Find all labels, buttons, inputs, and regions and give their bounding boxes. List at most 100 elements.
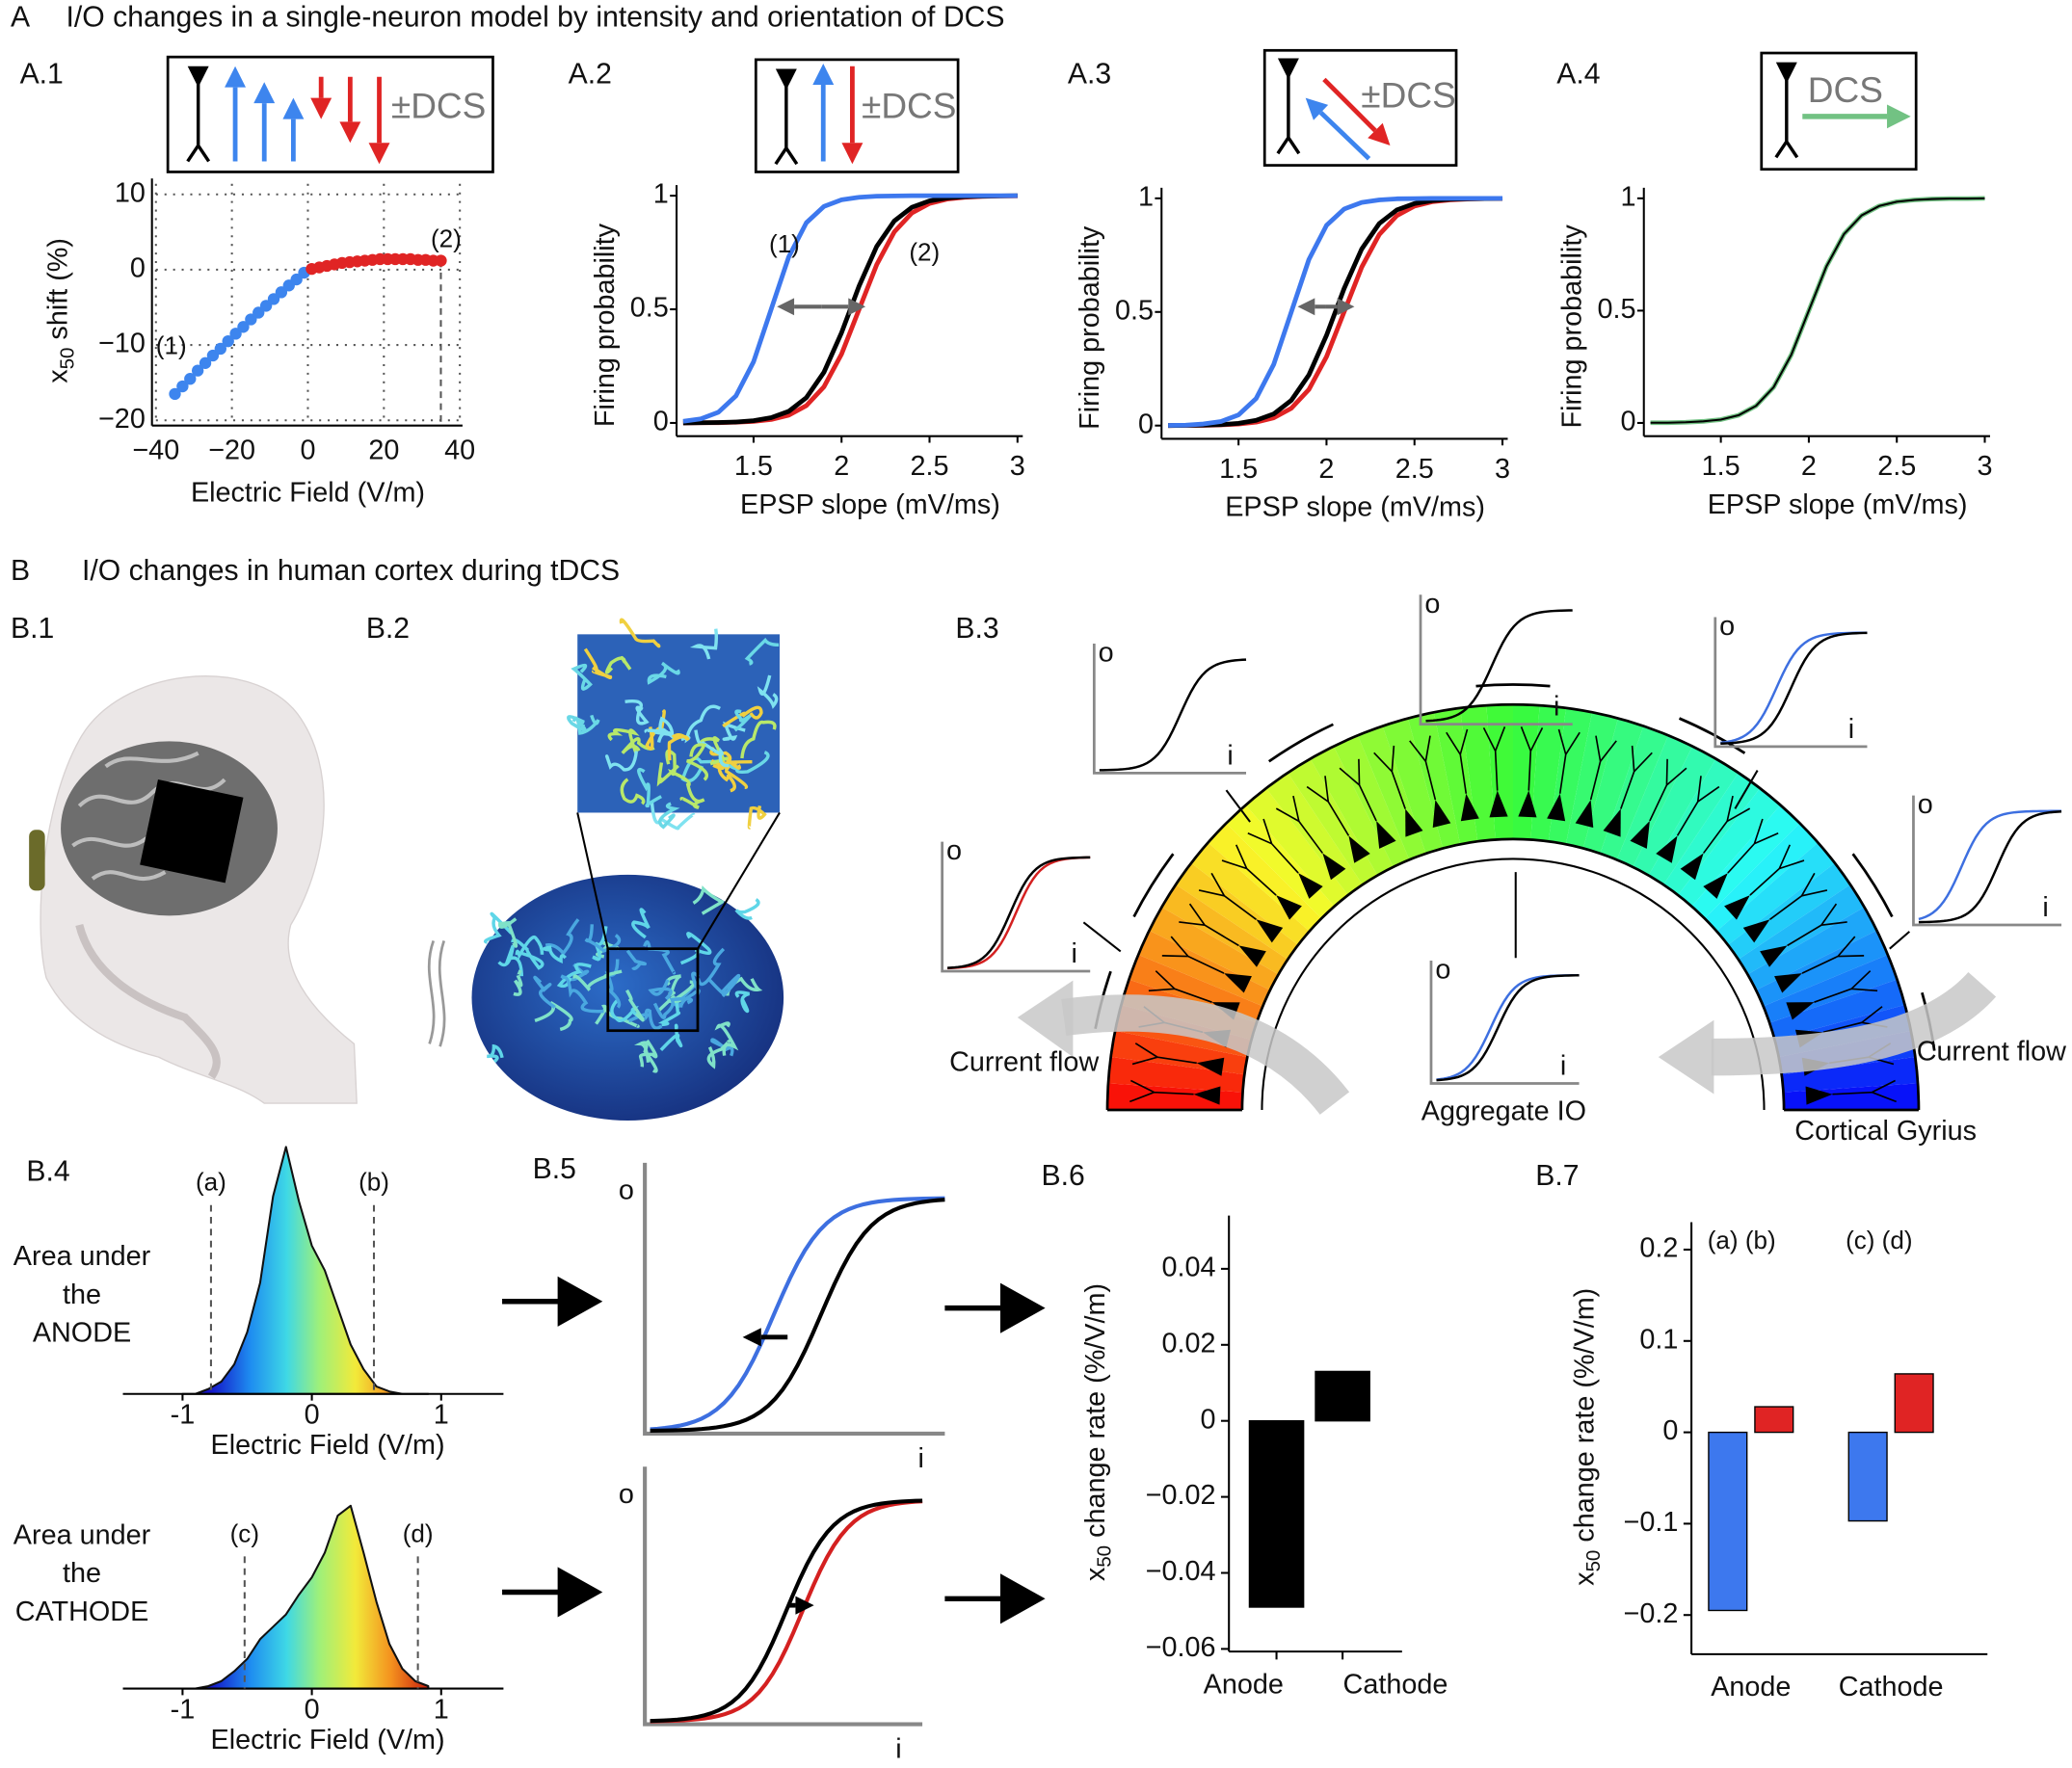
neuron-dendrite (1131, 1042, 1197, 1066)
annotation: (1) (156, 331, 187, 360)
area-label: ANODE (33, 1318, 131, 1349)
brain-texture (725, 759, 753, 789)
y-axis-label-part: change rate (%/V/m) (1569, 1288, 1600, 1550)
marker-label: (b) (359, 1168, 389, 1197)
io-icon: oi (1419, 589, 1573, 726)
io-icon: oi (1429, 955, 1580, 1085)
x-tick-label: 3 (1010, 451, 1025, 482)
brain-illustration (427, 618, 784, 1121)
x-tick-label: 1.5 (1702, 451, 1740, 482)
x-tick-label: 40 (444, 435, 475, 466)
brain-texture (740, 720, 777, 759)
x-tick-label: 0 (300, 435, 315, 466)
connector (1082, 921, 1122, 953)
neuron-dendrite (1676, 776, 1720, 836)
x-tick-label: Cathode (1839, 1672, 1944, 1702)
dcs-label: ±DCS (1361, 74, 1455, 115)
annotation: (2) (431, 224, 462, 253)
connector (1889, 931, 1911, 950)
gyrus-segment (1149, 907, 1279, 990)
y-axis-label: Firing probability (1075, 225, 1105, 430)
annotation: (1) (769, 229, 800, 258)
neuron-soma (1460, 793, 1479, 822)
brain-texture (631, 908, 651, 939)
dcs-label: ±DCS (862, 85, 956, 125)
dendrite (1774, 75, 1799, 159)
brain-texture (689, 628, 719, 660)
io-output-label: o (1099, 638, 1114, 669)
neuron-soma (1547, 793, 1566, 822)
neuron-dendrite (1769, 872, 1828, 920)
brain-texture (644, 727, 674, 736)
brain-texture (497, 944, 524, 977)
region-tick (1475, 683, 1551, 688)
soma (187, 66, 209, 88)
data-line (1168, 196, 1503, 428)
data-line (1650, 197, 1985, 424)
region-tick (1678, 717, 1746, 754)
neuron-dendrite (1275, 795, 1323, 854)
brain-texture (667, 733, 690, 761)
neuron-soma (1805, 1086, 1833, 1105)
gyrus-segment (1530, 704, 1566, 842)
y-axis-label: Firing probability (1557, 224, 1588, 429)
neuron-soma (1405, 808, 1423, 837)
bar (1708, 1431, 1748, 1612)
neuron-dendrite (1339, 758, 1377, 822)
aggregate-label: Aggregate IO (1421, 1095, 1586, 1126)
data-point (267, 293, 280, 305)
brain-texture (698, 736, 730, 766)
gyrus-segment (1333, 735, 1410, 867)
io-axes (643, 1162, 945, 1436)
y-tick-label: 0 (1138, 409, 1154, 439)
current-arrow-head (1658, 1019, 1714, 1095)
panel-label: B.3 (955, 613, 998, 645)
brain-texture (627, 1008, 663, 1030)
brain-texture (610, 999, 646, 1022)
neuron-dendrite (1727, 818, 1779, 874)
io-curve (650, 1498, 923, 1724)
brain-texture (643, 940, 677, 975)
current-flow-label: Current flow (1917, 1037, 2066, 1068)
current-arrow-head (1017, 980, 1074, 1058)
marker-label: (c) (230, 1518, 259, 1547)
brain-texture (744, 637, 780, 666)
neuron-dendrite (1373, 745, 1406, 809)
bar (1248, 1420, 1305, 1608)
panel-label: B.1 (11, 613, 54, 645)
brain-texture (717, 764, 736, 793)
io-axes (1092, 643, 1247, 775)
y-tick-label: −0.06 (1146, 1632, 1216, 1663)
arrow-head (1297, 298, 1315, 316)
neuron-soma (1724, 895, 1750, 920)
y-axis-label-sub: 50 (1582, 1550, 1605, 1572)
x-tick-label: 2 (1801, 451, 1817, 482)
neuron-soma (1224, 973, 1252, 993)
x-tick-label: −20 (208, 435, 255, 466)
gyrus-segment (1756, 930, 1888, 1007)
brain-texture (583, 647, 613, 679)
arrow (225, 66, 247, 162)
io-curve (1099, 658, 1247, 772)
neuron-dendrite (1620, 745, 1653, 809)
x-tick-label: 2 (834, 451, 849, 482)
region-tick (1851, 853, 1894, 918)
data-point (206, 349, 220, 362)
brain-texture (483, 911, 513, 944)
y-axis-label-part: x (1569, 1571, 1600, 1586)
arrow (253, 82, 276, 162)
soma (1775, 62, 1797, 84)
x-axis-label: Electric Field (V/m) (191, 478, 425, 509)
gyrus-label: Cortical Gyrius (1794, 1116, 1977, 1147)
data-point (184, 373, 197, 385)
io-curve (1918, 810, 2062, 924)
current-arrow (1061, 994, 1350, 1116)
brain-texture (679, 782, 705, 809)
white-matter-line (1261, 858, 1766, 1110)
y-axis-label: x50 change rate (%/V/m) (1569, 1288, 1605, 1586)
io-output-label: o (1424, 589, 1440, 620)
neuron-soma (1603, 808, 1621, 837)
arrow-head (339, 121, 361, 144)
